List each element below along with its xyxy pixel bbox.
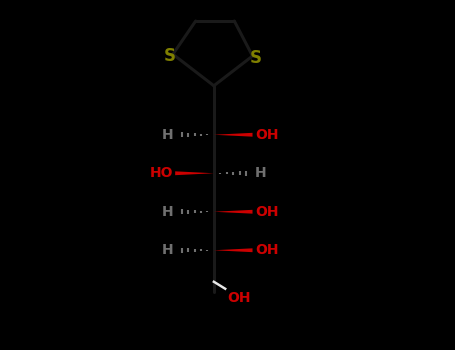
Text: OH: OH — [228, 290, 251, 304]
Polygon shape — [175, 172, 214, 175]
Text: H: H — [161, 205, 173, 219]
Text: HO: HO — [149, 166, 173, 180]
Text: S: S — [163, 47, 175, 65]
Polygon shape — [214, 133, 253, 136]
Text: OH: OH — [255, 243, 278, 257]
Text: OH: OH — [255, 128, 278, 142]
Text: H: H — [161, 128, 173, 142]
Text: H: H — [161, 243, 173, 257]
Text: S: S — [250, 49, 262, 67]
Text: OH: OH — [255, 205, 278, 219]
Polygon shape — [214, 210, 253, 214]
Text: H: H — [255, 166, 267, 180]
Polygon shape — [214, 248, 253, 252]
